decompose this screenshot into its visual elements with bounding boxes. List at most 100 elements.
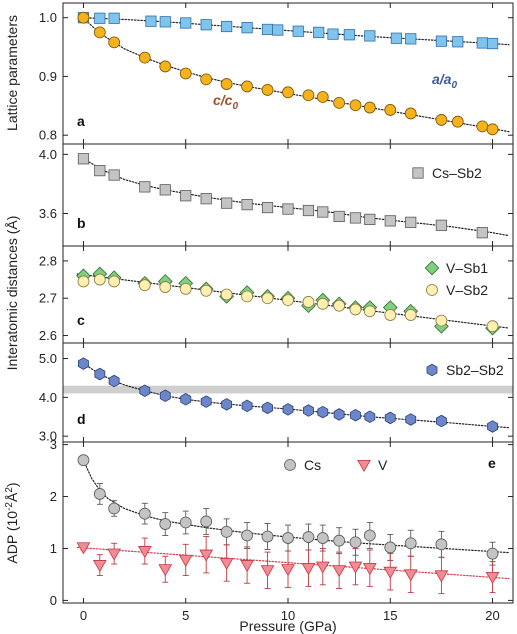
legend-label-V–Sb1: V–Sb1	[446, 260, 488, 276]
point-c/c0	[282, 86, 294, 99]
series-label-main: c/c	[213, 92, 233, 108]
point-V	[315, 561, 330, 574]
point-Sb2–Sb2	[435, 414, 447, 428]
point-Sb2–Sb2	[303, 404, 314, 417]
point-Sb2–Sb2	[221, 398, 233, 411]
legend-label-Cs: Cs	[304, 457, 321, 473]
ytick-label-d: 4.0	[39, 390, 57, 405]
series-label-c/c0: c/c0	[213, 92, 238, 112]
panel-label-a: a	[77, 113, 85, 129]
point-Sb2–Sb2	[333, 408, 345, 421]
point-V	[240, 560, 254, 573]
legend-marker-Cs–Sb2	[412, 167, 424, 179]
point-Cs	[77, 454, 90, 467]
point-Cs	[108, 502, 121, 515]
series-label-main: a/a	[432, 71, 452, 87]
point-c/c0	[179, 67, 192, 80]
point-V	[137, 546, 152, 559]
point-a/a0	[327, 28, 339, 40]
series-label-a/a0: a/a0	[432, 71, 457, 91]
point-Cs	[384, 541, 397, 554]
point-Cs–Sb2	[349, 212, 362, 224]
point-Cs–Sb2	[435, 219, 448, 231]
point-a/a0	[452, 36, 464, 48]
point-V	[158, 564, 173, 577]
point-Sb2–Sb2	[108, 374, 120, 388]
ylabel-adp-part: ADP (10	[4, 511, 20, 564]
legend-marker-V	[357, 459, 371, 473]
point-Sb2–Sb2	[282, 403, 294, 416]
point-c/c0	[384, 104, 397, 116]
point-Sb2–Sb2	[487, 420, 498, 433]
point-c/c0	[363, 101, 376, 114]
point-a/a0	[486, 37, 499, 50]
ylabel-adp-part: 2	[4, 487, 15, 493]
point-a/a0	[364, 30, 376, 42]
point-Sb2–Sb2	[262, 401, 273, 415]
point-V	[362, 563, 377, 576]
point-Sb2–Sb2	[317, 405, 329, 419]
point-a/a0	[180, 17, 192, 29]
point-V–Sb2	[108, 275, 121, 288]
point-Cs	[138, 507, 151, 520]
point-c/c0	[138, 51, 151, 64]
point-Cs	[179, 516, 192, 529]
point-Cs	[282, 532, 294, 544]
point-Cs–Sb2	[282, 203, 294, 215]
point-Cs–Sb2	[317, 206, 329, 218]
ytick-label-d: 3.0	[39, 429, 57, 444]
point-Cs–Sb2	[384, 215, 396, 227]
point-V	[76, 542, 91, 555]
point-Cs	[261, 530, 274, 543]
point-a/a0	[108, 12, 120, 24]
point-V–Sb2	[384, 309, 397, 321]
point-Cs–Sb2	[221, 197, 233, 209]
point-c/c0	[486, 123, 499, 136]
reference-band	[63, 385, 513, 394]
legend-marker-Cs	[284, 459, 296, 471]
point-a/a0	[200, 19, 212, 31]
panels-layer: 0.80.91.0aa/a0c/c03.64.0bCs–Sb22.62.72.8…	[39, 2, 514, 608]
point-c/c0	[404, 107, 417, 120]
point-c/c0	[316, 91, 329, 103]
point-V	[107, 548, 122, 561]
ytick-label-c: 2.7	[39, 291, 57, 306]
point-a/a0	[261, 23, 274, 36]
point-V	[383, 566, 398, 579]
point-V–Sb2	[179, 283, 192, 295]
xlabel-pressure: Pressure (GPa)	[239, 618, 336, 634]
ytick-label-c: 2.6	[39, 328, 57, 343]
point-c/c0	[77, 11, 90, 24]
point-Cs–Sb2	[333, 210, 345, 223]
point-c/c0	[349, 99, 362, 112]
point-V–Sb2	[138, 279, 151, 292]
panel-label-d: d	[77, 411, 86, 427]
point-V–Sb2	[333, 299, 346, 312]
point-V	[178, 554, 193, 567]
point-a/a0	[390, 32, 403, 44]
point-V–Sb2	[220, 288, 233, 301]
point-c/c0	[241, 80, 253, 93]
point-V–Sb2	[241, 290, 253, 303]
point-Cs–Sb2	[200, 193, 212, 205]
point-V	[199, 549, 214, 562]
point-V	[92, 560, 107, 573]
point-c/c0	[302, 89, 315, 102]
point-V–Sb2	[316, 297, 329, 310]
point-a/a0	[94, 12, 106, 24]
panel-label-c: c	[77, 312, 85, 328]
panel-label-e: e	[488, 455, 496, 471]
ytick-label-a: 0.8	[39, 128, 57, 143]
ytick-label-d: 5.0	[39, 351, 57, 366]
point-Cs	[349, 536, 362, 549]
point-Sb2–Sb2	[94, 367, 106, 381]
point-Cs–Sb2	[159, 184, 171, 196]
point-Cs	[241, 529, 253, 542]
point-a/a0	[435, 35, 448, 47]
ylabel-interatomic: Interatomic distances (Å)	[4, 216, 20, 371]
point-Cs	[93, 488, 106, 500]
point-a/a0	[476, 37, 488, 49]
point-V	[281, 564, 295, 577]
ytick-label-e: 3	[50, 437, 57, 452]
point-Cs	[404, 537, 417, 550]
